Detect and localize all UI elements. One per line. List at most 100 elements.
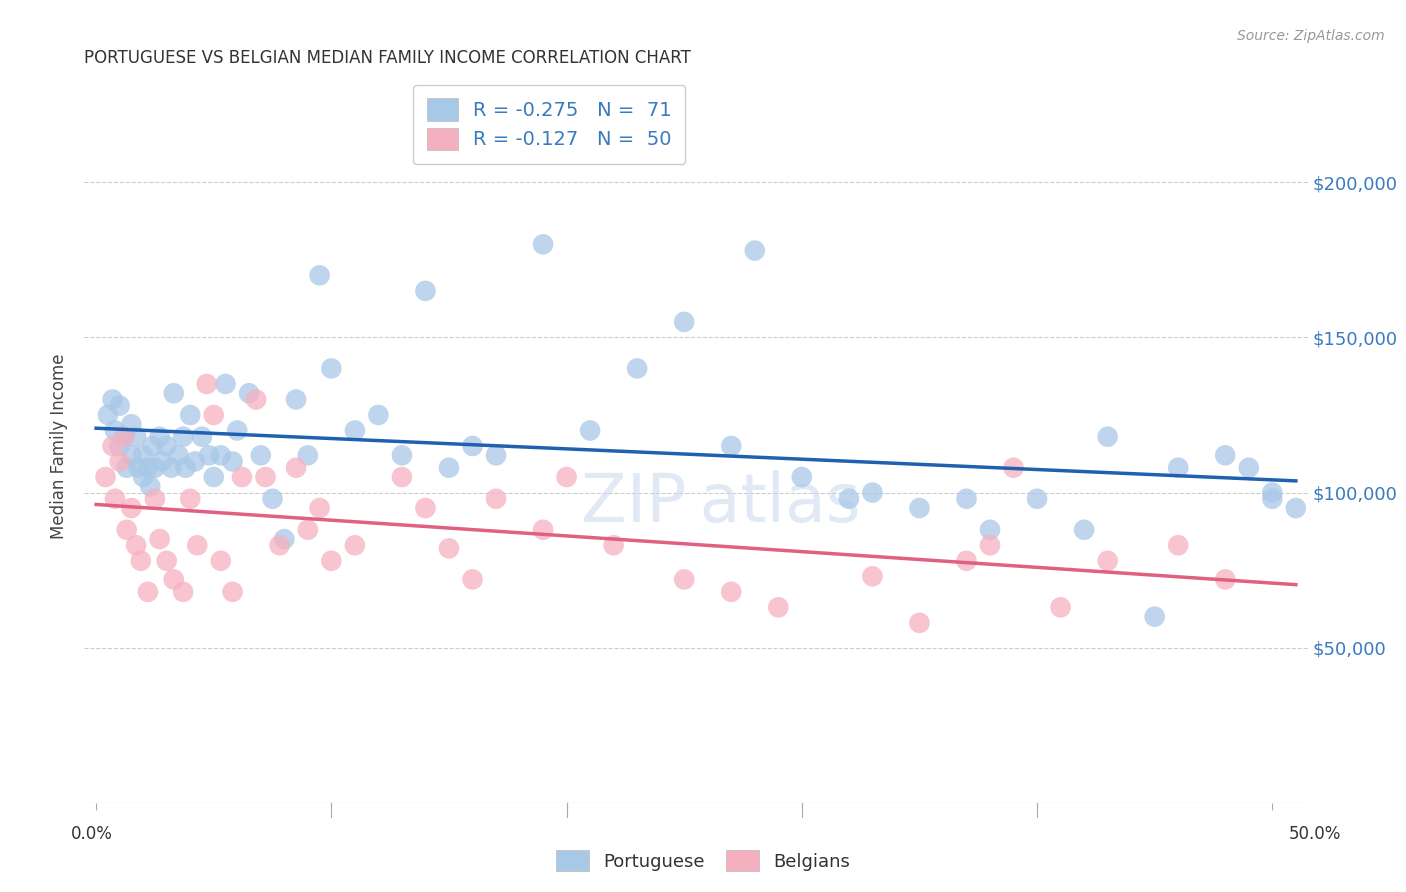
Point xyxy=(579,424,602,438)
Point xyxy=(461,573,484,587)
Point xyxy=(367,408,389,422)
Point xyxy=(1073,523,1095,537)
Point xyxy=(1097,554,1119,568)
Point xyxy=(1285,501,1308,516)
Point xyxy=(125,430,148,444)
Point xyxy=(744,244,766,258)
Point xyxy=(112,430,135,444)
Point xyxy=(285,460,308,475)
Point xyxy=(1261,491,1284,506)
Point xyxy=(172,584,194,599)
Text: 0.0%: 0.0% xyxy=(70,825,112,843)
Point xyxy=(262,491,284,506)
Point xyxy=(150,454,173,468)
Point xyxy=(184,454,207,468)
Point xyxy=(415,284,437,298)
Point xyxy=(214,376,236,391)
Point xyxy=(343,538,366,552)
Point xyxy=(1213,573,1236,587)
Point xyxy=(179,491,201,506)
Point xyxy=(1213,448,1236,462)
Point xyxy=(202,470,225,484)
Point xyxy=(437,460,460,475)
Point xyxy=(101,392,124,407)
Text: ZIP atlas: ZIP atlas xyxy=(581,470,860,536)
Point xyxy=(226,424,249,438)
Legend: R = -0.275   N =  71, R = -0.127   N =  50: R = -0.275 N = 71, R = -0.127 N = 50 xyxy=(413,85,686,163)
Point xyxy=(132,448,155,462)
Point xyxy=(142,439,165,453)
Point xyxy=(860,485,883,500)
Point xyxy=(149,532,172,546)
Point xyxy=(179,408,201,422)
Point xyxy=(115,460,138,475)
Text: PORTUGUESE VS BELGIAN MEDIAN FAMILY INCOME CORRELATION CHART: PORTUGUESE VS BELGIAN MEDIAN FAMILY INCO… xyxy=(84,49,692,67)
Text: Source: ZipAtlas.com: Source: ZipAtlas.com xyxy=(1237,29,1385,43)
Point xyxy=(202,408,225,422)
Point xyxy=(172,430,194,444)
Point xyxy=(321,361,343,376)
Point xyxy=(136,584,159,599)
Point xyxy=(163,386,186,401)
Point xyxy=(343,424,366,438)
Point xyxy=(209,448,232,462)
Point xyxy=(191,430,214,444)
Point xyxy=(221,584,243,599)
Point xyxy=(254,470,277,484)
Point xyxy=(195,376,218,391)
Point xyxy=(108,439,131,453)
Point xyxy=(160,460,183,475)
Point xyxy=(673,315,696,329)
Point xyxy=(308,501,330,516)
Point xyxy=(139,479,162,493)
Point xyxy=(461,439,484,453)
Point xyxy=(108,399,131,413)
Point xyxy=(720,439,742,453)
Point xyxy=(908,615,931,630)
Point xyxy=(955,491,977,506)
Point xyxy=(415,501,437,516)
Point xyxy=(673,573,696,587)
Point xyxy=(1049,600,1071,615)
Point xyxy=(269,538,291,552)
Point xyxy=(860,569,883,583)
Point xyxy=(249,448,271,462)
Point xyxy=(485,448,508,462)
Legend: Portuguese, Belgians: Portuguese, Belgians xyxy=(548,843,858,879)
Point xyxy=(136,460,159,475)
Point xyxy=(273,532,295,546)
Point xyxy=(120,417,142,432)
Point xyxy=(1002,460,1025,475)
Point xyxy=(1167,538,1189,552)
Point xyxy=(238,386,260,401)
Point xyxy=(209,554,232,568)
Point xyxy=(768,600,790,615)
Point xyxy=(94,470,117,484)
Point xyxy=(1167,460,1189,475)
Point xyxy=(908,501,931,516)
Point xyxy=(838,491,860,506)
Point xyxy=(97,408,120,422)
Point xyxy=(321,554,343,568)
Point xyxy=(626,361,648,376)
Point xyxy=(955,554,977,568)
Point xyxy=(1097,430,1119,444)
Point xyxy=(531,523,554,537)
Point xyxy=(391,470,413,484)
Point xyxy=(112,430,135,444)
Point xyxy=(120,501,142,516)
Point xyxy=(531,237,554,252)
Point xyxy=(1026,491,1049,506)
Point xyxy=(163,573,186,587)
Point xyxy=(127,460,149,475)
Point xyxy=(149,430,172,444)
Point xyxy=(143,460,166,475)
Point xyxy=(120,448,142,462)
Point xyxy=(308,268,330,283)
Point xyxy=(221,454,243,468)
Point xyxy=(129,554,152,568)
Point xyxy=(167,448,190,462)
Text: 50.0%: 50.0% xyxy=(1288,825,1341,843)
Point xyxy=(1261,485,1284,500)
Point xyxy=(297,448,319,462)
